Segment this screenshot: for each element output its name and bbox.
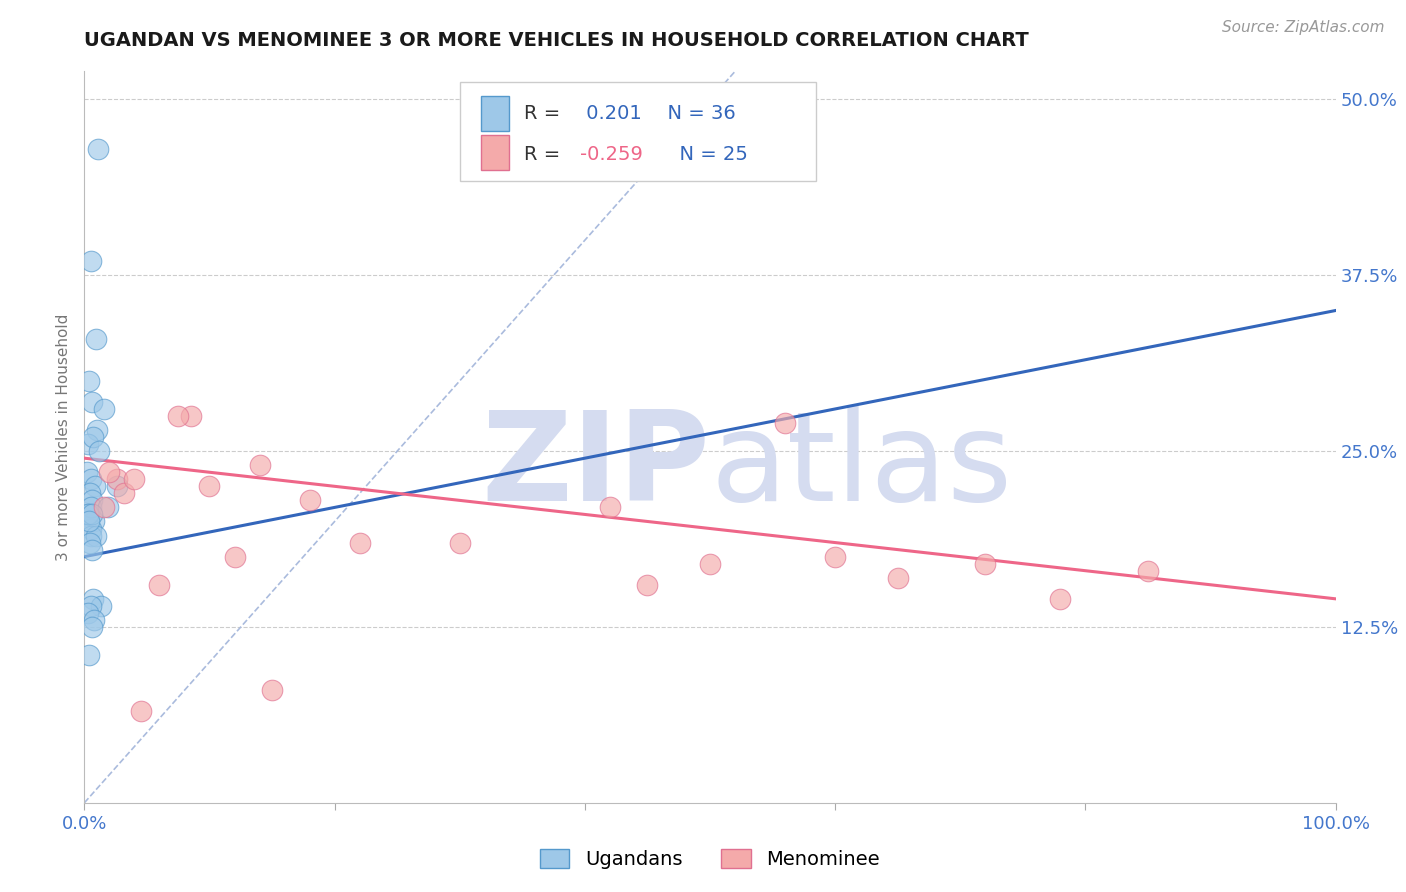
Point: [148, 578, 170, 592]
Point: [167, 409, 190, 423]
Point: [105, 479, 128, 493]
Point: [84, 332, 107, 346]
Point: [198, 479, 221, 493]
Point: [599, 500, 621, 515]
Point: [76, 465, 98, 479]
Point: [80, 620, 103, 634]
Point: [124, 472, 146, 486]
Text: 0.201: 0.201: [579, 104, 641, 123]
FancyBboxPatch shape: [460, 82, 817, 181]
Point: [79, 486, 101, 500]
Point: [1049, 591, 1071, 606]
Text: R =: R =: [523, 145, 567, 164]
Point: [974, 557, 997, 571]
Point: [637, 578, 659, 592]
Point: [80, 521, 103, 535]
Text: R =: R =: [523, 104, 567, 123]
Point: [105, 472, 128, 486]
Point: [298, 493, 321, 508]
Bar: [481, 96, 509, 131]
Point: [699, 557, 721, 571]
Point: [86, 423, 108, 437]
Text: Source: ZipAtlas.com: Source: ZipAtlas.com: [1222, 20, 1385, 35]
Point: [83, 515, 105, 529]
Point: [180, 409, 202, 423]
Point: [87, 142, 110, 156]
Text: UGANDAN VS MENOMINEE 3 OR MORE VEHICLES IN HOUSEHOLD CORRELATION CHART: UGANDAN VS MENOMINEE 3 OR MORE VEHICLES …: [84, 31, 1029, 50]
Point: [349, 535, 371, 549]
Point: [84, 479, 107, 493]
Text: ZIP: ZIP: [481, 406, 710, 527]
Point: [129, 705, 152, 719]
Point: [93, 500, 115, 515]
Point: [89, 444, 111, 458]
Y-axis label: 3 or more Vehicles in Household: 3 or more Vehicles in Household: [56, 313, 72, 561]
Legend: Ugandans, Menominee: Ugandans, Menominee: [533, 842, 887, 877]
Point: [77, 508, 100, 522]
Text: N = 36: N = 36: [655, 104, 735, 123]
Point: [262, 683, 284, 698]
Point: [249, 458, 271, 473]
Point: [79, 500, 101, 515]
Point: [224, 549, 246, 564]
Point: [887, 571, 910, 585]
Point: [79, 528, 101, 542]
Point: [80, 508, 103, 522]
Point: [79, 515, 101, 529]
Point: [93, 401, 115, 416]
Point: [773, 416, 796, 430]
Text: -0.259: -0.259: [579, 145, 643, 164]
Point: [1137, 564, 1160, 578]
Point: [77, 606, 100, 620]
Point: [79, 374, 101, 388]
Point: [98, 465, 121, 479]
Point: [82, 493, 104, 508]
Text: N = 25: N = 25: [668, 145, 748, 164]
Point: [79, 254, 101, 268]
Point: [82, 430, 104, 444]
Text: atlas: atlas: [710, 406, 1012, 527]
Point: [77, 508, 100, 522]
Point: [77, 437, 100, 451]
Point: [824, 549, 846, 564]
Point: [79, 599, 101, 613]
Point: [79, 648, 101, 662]
Point: [84, 528, 107, 542]
Point: [80, 395, 103, 409]
Point: [449, 535, 471, 549]
Point: [82, 591, 104, 606]
Point: [79, 535, 101, 549]
Point: [112, 486, 135, 500]
Point: [97, 500, 120, 515]
Point: [77, 508, 100, 522]
Bar: [481, 135, 509, 170]
Point: [83, 613, 105, 627]
Point: [82, 542, 104, 557]
Point: [90, 599, 112, 613]
Point: [79, 472, 101, 486]
